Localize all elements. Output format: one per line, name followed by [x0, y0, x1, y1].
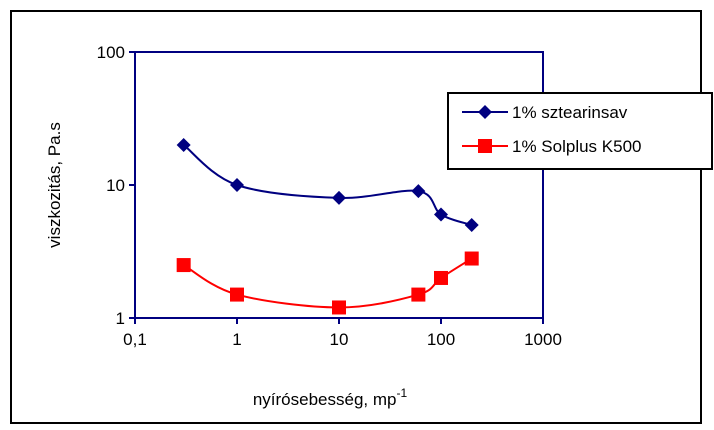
x-axis-title-text: nyírósebesség, mp	[253, 390, 397, 409]
series-layer	[176, 137, 479, 315]
x-axis-ticks: 0,1 1 10 100 1000	[123, 318, 562, 349]
data-point	[230, 178, 244, 192]
y-tick-label: 100	[97, 43, 125, 62]
y-tick-label: 1	[116, 309, 125, 328]
data-point	[176, 137, 191, 152]
legend-items: 1% sztearinsav 1% Solplus K500	[462, 103, 641, 156]
x-tick-label: 10	[330, 330, 349, 349]
data-point	[411, 287, 426, 302]
data-point	[464, 251, 479, 266]
legend-item: 1% sztearinsav	[462, 103, 628, 122]
legend-label: 1% Solplus K500	[512, 137, 641, 156]
legend-item: 1% Solplus K500	[462, 137, 641, 156]
legend: 1% sztearinsav 1% Solplus K500	[447, 92, 713, 170]
plot-area	[134, 51, 544, 319]
data-point	[434, 207, 448, 222]
data-point	[434, 270, 448, 285]
data-point	[464, 218, 479, 233]
legend-box	[447, 92, 713, 170]
legend-swatch-marker	[478, 139, 492, 153]
legend-swatch-marker	[478, 105, 492, 119]
data-point	[411, 184, 426, 199]
x-tick-label: 100	[427, 330, 455, 349]
data-point	[332, 300, 346, 315]
data-point	[332, 190, 346, 205]
y-axis-title: viszkozitás, Pa.s	[45, 122, 64, 248]
x-tick-label: 1	[232, 330, 241, 349]
x-tick-label: 1000	[524, 330, 562, 349]
x-axis-title: nyírósebesség, mp-1	[253, 386, 408, 409]
x-axis-title-superscript: -1	[396, 386, 407, 400]
x-tick-label: 0,1	[123, 330, 147, 349]
data-point	[230, 287, 244, 302]
series-2	[176, 251, 479, 315]
series-1	[176, 137, 479, 233]
y-axis-ticks: 1 10 100	[97, 43, 135, 328]
legend-label: 1% sztearinsav	[512, 103, 628, 122]
y-tick-label: 10	[106, 176, 125, 195]
data-point	[176, 258, 191, 273]
